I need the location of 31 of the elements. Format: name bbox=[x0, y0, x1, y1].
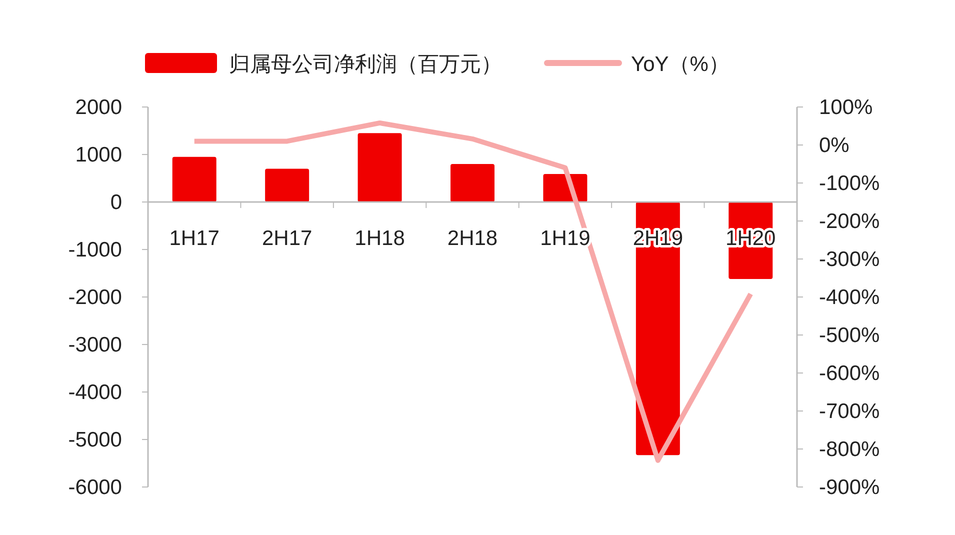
y2-tick-label: -300% bbox=[819, 248, 880, 271]
y-tick-label: 0 bbox=[110, 191, 122, 214]
y2-tick-label: -600% bbox=[819, 362, 880, 385]
y-tick-label: 1000 bbox=[75, 144, 122, 166]
y-tick-label: -3000 bbox=[68, 334, 122, 356]
x-tick-label: 1H18 bbox=[354, 227, 405, 250]
x-tick-label: 1H19 bbox=[540, 227, 590, 250]
y2-tick-label: -500% bbox=[819, 324, 880, 347]
x-tick-label: 2H17 bbox=[262, 227, 312, 250]
y-tick-label: 2000 bbox=[75, 96, 122, 119]
bar bbox=[172, 156, 216, 202]
y2-tick-label: -200% bbox=[819, 210, 880, 233]
y-tick-label: -2000 bbox=[68, 286, 122, 309]
y2-tick-label: -100% bbox=[819, 172, 880, 195]
legend-label: 归属母公司净利润（百万元） bbox=[229, 53, 502, 76]
y2-tick-label: 0% bbox=[819, 134, 850, 157]
y2-tick-label: -900% bbox=[819, 476, 880, 499]
legend-label: YoY（%） bbox=[631, 53, 730, 76]
bar bbox=[358, 133, 402, 202]
y-tick-label: -4000 bbox=[68, 381, 122, 404]
x-tick-label: 1H17 bbox=[169, 227, 220, 250]
bar bbox=[265, 168, 310, 202]
x-tick-label: 2H18 bbox=[447, 227, 498, 250]
y2-tick-label: -400% bbox=[819, 286, 880, 309]
y2-tick-label: 100% bbox=[819, 96, 873, 119]
y-tick-label: -5000 bbox=[68, 428, 122, 452]
y-tick-label: -6000 bbox=[68, 476, 122, 499]
y2-tick-label: -800% bbox=[819, 438, 880, 461]
bar bbox=[450, 164, 494, 202]
y2-tick-label: -700% bbox=[819, 400, 880, 423]
y-tick-label: -1000 bbox=[68, 238, 122, 262]
